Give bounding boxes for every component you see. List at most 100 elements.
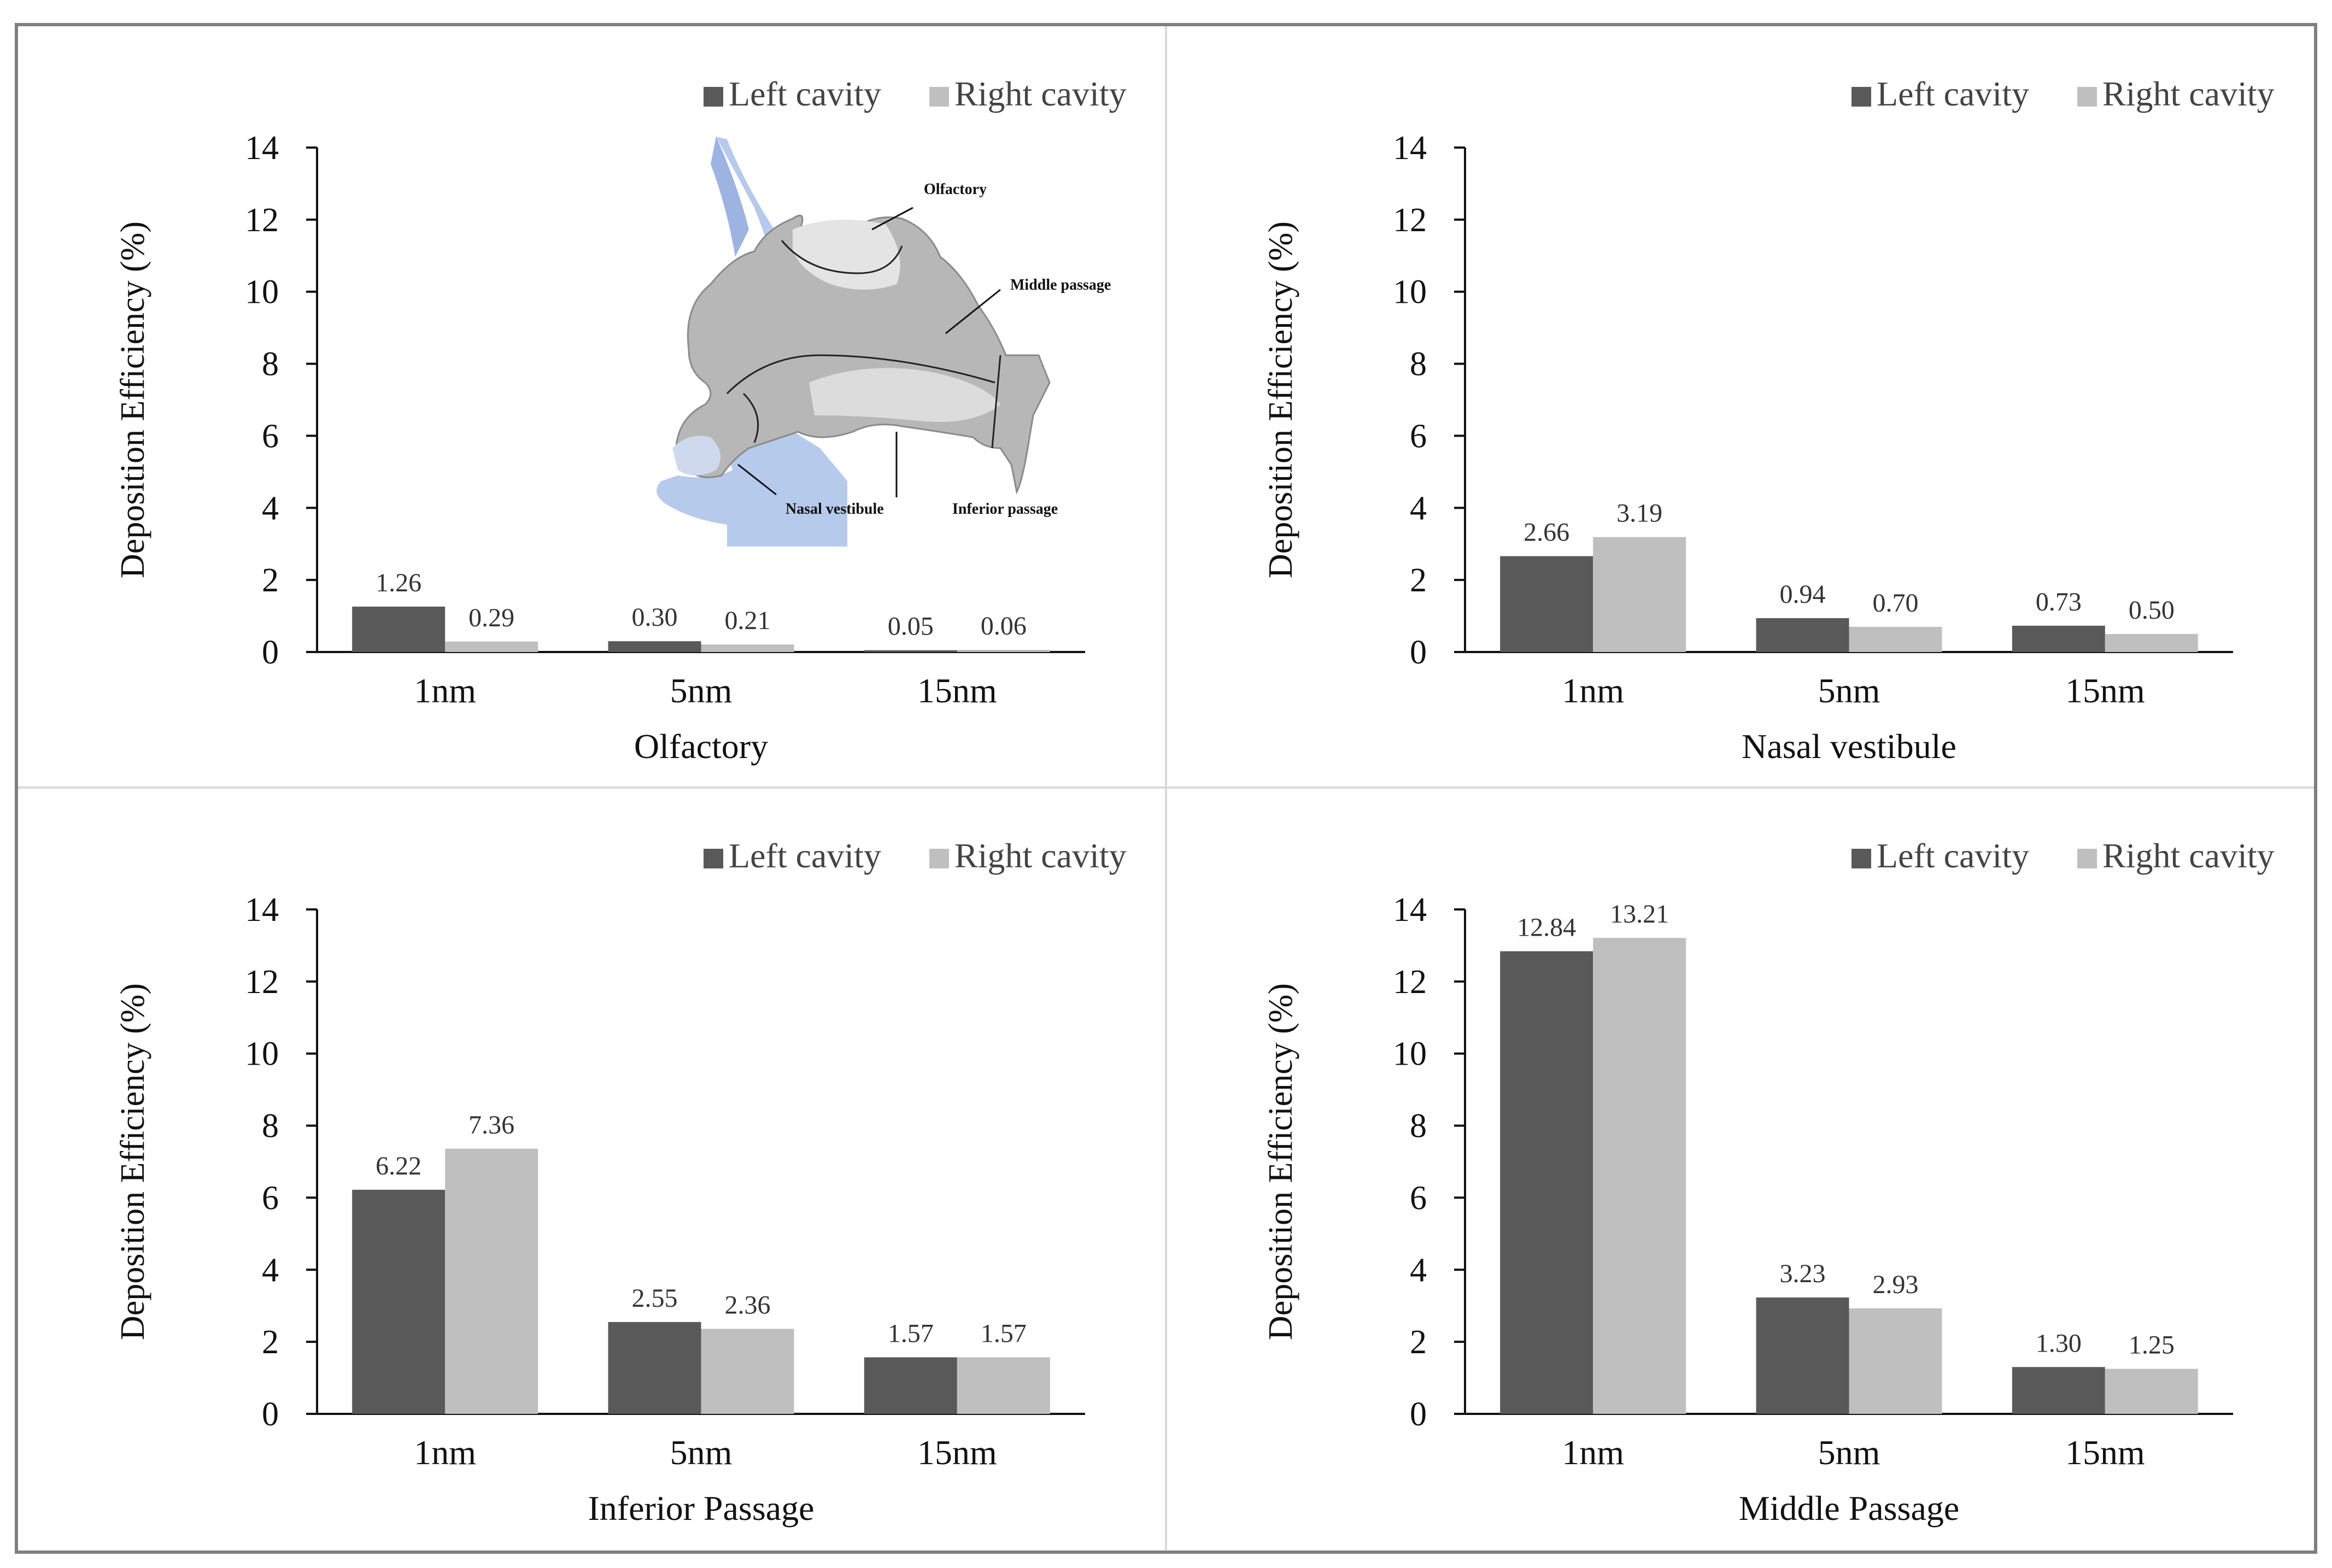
- legend-swatch-left: [1851, 87, 1871, 107]
- passage-boundary: [726, 354, 995, 395]
- data-label: 1.57: [888, 1319, 934, 1348]
- y-tick-label: 10: [245, 1036, 279, 1073]
- y-tick-label: 4: [1410, 490, 1427, 527]
- chart-panel-2: 0 2 4 6 8 10 12 14 Deposition Efficiency (%) 1nm 2…: [1262, 74, 2275, 766]
- data-label: 1.26: [376, 568, 421, 597]
- y-tick-label: 6: [262, 418, 279, 455]
- x-tick-label: 15nm: [2065, 1433, 2145, 1472]
- bar-left-1nm: [1500, 556, 1593, 652]
- y-tick-label: 10: [245, 274, 279, 311]
- data-label: 1.30: [2036, 1329, 2082, 1358]
- y-tick-label: 4: [262, 490, 279, 527]
- legend-label-right: Right cavity: [954, 836, 1127, 875]
- inferior-region-highlight: [809, 368, 1000, 422]
- y-tick-label: 10: [1393, 274, 1427, 311]
- y-tick-label: 4: [262, 1252, 279, 1289]
- y-tick-label: 0: [262, 634, 279, 671]
- bar-left-15nm: [2012, 1367, 2105, 1414]
- data-label: 7.36: [468, 1111, 514, 1140]
- data-label: 0.30: [632, 603, 678, 632]
- data-label: 0.21: [725, 606, 771, 635]
- y-tick-label: 6: [262, 1179, 279, 1217]
- y-tick-label: 8: [262, 1108, 279, 1145]
- bar-right-5nm: [701, 1329, 794, 1414]
- y-axis-label: Deposition Efficiency (%): [1262, 983, 1299, 1340]
- x-tick-label: 1nm: [1562, 1433, 1624, 1472]
- y-axis-label: Deposition Efficiency (%): [1262, 221, 1299, 578]
- outlet-boundary: [991, 355, 1001, 449]
- x-tick-label: 5nm: [1818, 671, 1880, 710]
- bar-left-15nm: [864, 650, 957, 652]
- bar-left-5nm: [1756, 618, 1849, 652]
- data-label: 0.06: [981, 612, 1027, 641]
- y-tick-label: 8: [1410, 346, 1427, 383]
- bar-left-15nm: [864, 1357, 957, 1414]
- data-label: 2.93: [1873, 1270, 1919, 1299]
- y-tick-label: 2: [262, 562, 279, 599]
- y-tick-label: 0: [1410, 1396, 1427, 1433]
- data-label: 0.50: [2129, 596, 2175, 625]
- x-tick-label: 5nm: [1818, 1433, 1880, 1472]
- bar-left-1nm: [352, 606, 446, 652]
- y-tick-label: 14: [1393, 891, 1427, 929]
- y-tick-label: 12: [1393, 202, 1427, 239]
- bar-right-1nm: [445, 1148, 538, 1414]
- bar-right-1nm: [445, 641, 538, 652]
- x-axis-label: Olfactory: [634, 727, 768, 766]
- chart-panel-4: 0 2 4 6 8 10 12 14 Deposition Efficiency (%) 1nm 1…: [1262, 836, 2275, 1528]
- legend: Left cavity Right cavity: [1851, 74, 2275, 113]
- inset-label-middle-passage: Middle passage: [1010, 277, 1111, 293]
- legend-swatch-left: [704, 87, 723, 107]
- bar-left-5nm: [1756, 1297, 1849, 1414]
- legend-label-left: Left cavity: [729, 836, 881, 875]
- nasal-cavity-inset: Olfactory Middle passage Nasal vestibule In…: [657, 137, 1111, 547]
- legend-swatch-right: [929, 87, 949, 107]
- y-tick-label: 10: [1393, 1036, 1427, 1073]
- charts-layer: 0 2 4 6 8 10 12 14 Deposition Efficiency (%) 1nm 1…: [114, 74, 2275, 1528]
- legend-swatch-right: [2077, 849, 2097, 868]
- y-axis-label: Deposition Efficiency (%): [114, 221, 151, 578]
- y-tick-label: 6: [1410, 418, 1427, 455]
- legend-label-left: Left cavity: [1877, 836, 2029, 875]
- y-tick-label: 8: [1410, 1108, 1427, 1145]
- y-tick-label: 2: [1410, 562, 1427, 599]
- x-tick-label: 15nm: [917, 671, 997, 710]
- data-label: 0.05: [888, 612, 934, 641]
- y-tick-label: 12: [245, 202, 279, 239]
- data-label: 0.70: [1873, 589, 1919, 618]
- y-tick-label: 4: [1410, 1252, 1427, 1289]
- legend-label-right: Right cavity: [2102, 74, 2275, 113]
- y-tick-label: 6: [1410, 1179, 1427, 1217]
- y-tick-label: 12: [245, 964, 279, 1001]
- bar-right-15nm: [957, 650, 1050, 652]
- bar-left-15nm: [2012, 625, 2105, 652]
- bar-right-15nm: [2105, 634, 2198, 652]
- data-label: 3.19: [1616, 499, 1662, 528]
- x-tick-label: 15nm: [2065, 671, 2145, 710]
- inset-leader-line: [945, 289, 1001, 334]
- bar-left-5nm: [608, 641, 701, 652]
- face-silhouette: [657, 137, 847, 547]
- nasal-bridge-shade: [711, 137, 749, 257]
- data-label: 2.55: [632, 1284, 678, 1313]
- bar-right-5nm: [1849, 1308, 1942, 1414]
- x-tick-label: 5nm: [670, 671, 733, 710]
- y-tick-label: 0: [1410, 634, 1427, 671]
- x-tick-label: 1nm: [414, 1433, 476, 1472]
- legend: Left cavity Right cavity: [704, 836, 1127, 875]
- bar-left-1nm: [1500, 951, 1593, 1414]
- legend-swatch-right: [2077, 87, 2097, 107]
- inset-leader-line: [737, 463, 777, 496]
- bar-right-1nm: [1593, 537, 1686, 652]
- x-axis-label: Nasal vestibule: [1742, 727, 1956, 766]
- y-axis-label: Deposition Efficiency (%): [114, 983, 151, 1340]
- data-label: 2.36: [725, 1290, 771, 1319]
- y-tick-label: 2: [1410, 1324, 1427, 1361]
- legend-swatch-left: [1851, 849, 1871, 868]
- y-tick-label: 2: [262, 1324, 279, 1361]
- bar-right-5nm: [1849, 626, 1942, 652]
- inset-label-olfactory: Olfactory: [924, 181, 987, 198]
- y-tick-label: 14: [1393, 130, 1427, 167]
- data-label: 0.29: [468, 603, 514, 632]
- bar-left-1nm: [352, 1189, 446, 1414]
